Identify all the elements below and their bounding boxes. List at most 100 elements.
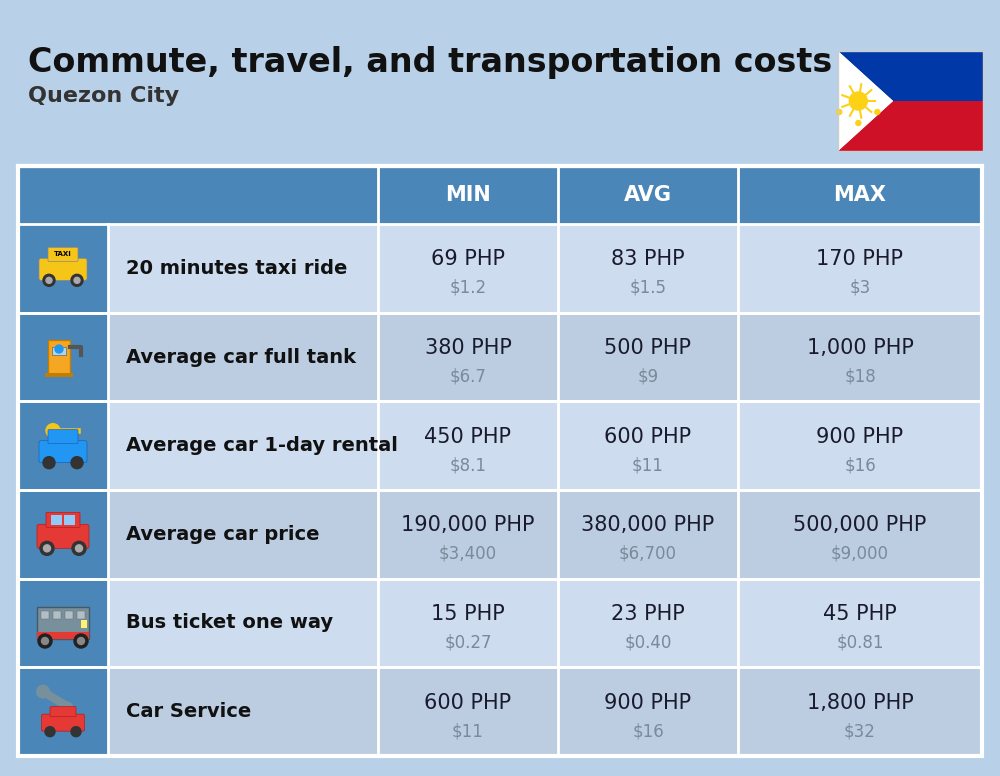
Circle shape (71, 456, 83, 469)
FancyBboxPatch shape (39, 258, 87, 280)
Text: 500 PHP: 500 PHP (604, 338, 692, 359)
Bar (48, 340, 70, 375)
Bar (18, 166, 982, 756)
Bar (838, 51, 983, 151)
Text: 450 PHP: 450 PHP (424, 427, 512, 447)
Bar (18, 579, 982, 667)
Circle shape (40, 542, 54, 556)
Text: $9,000: $9,000 (831, 545, 889, 563)
Text: $6,700: $6,700 (619, 545, 677, 563)
Text: $8.1: $8.1 (450, 456, 486, 474)
Circle shape (46, 424, 60, 438)
Text: Commute, travel, and transportation costs: Commute, travel, and transportation cost… (28, 46, 832, 79)
Bar (18, 313, 108, 401)
Text: Car Service: Car Service (126, 702, 251, 721)
Text: Quezon City: Quezon City (28, 86, 179, 106)
FancyBboxPatch shape (48, 248, 78, 262)
Bar (37, 632, 89, 639)
Text: $0.81: $0.81 (836, 633, 884, 652)
Bar (65, 611, 73, 619)
Text: $32: $32 (844, 722, 876, 740)
Text: 23 PHP: 23 PHP (611, 605, 685, 624)
Bar (18, 667, 982, 756)
Text: AVG: AVG (624, 185, 672, 205)
Circle shape (71, 726, 81, 736)
Circle shape (72, 542, 86, 556)
Text: Average car full tank: Average car full tank (126, 348, 356, 366)
Text: 170 PHP: 170 PHP (816, 249, 904, 269)
Circle shape (856, 120, 861, 126)
Circle shape (875, 109, 880, 115)
Text: MAX: MAX (834, 185, 887, 205)
Text: 500,000 PHP: 500,000 PHP (793, 515, 927, 535)
Bar (51, 515, 62, 525)
Bar (41, 611, 49, 619)
Polygon shape (838, 101, 983, 151)
Bar (838, 51, 983, 151)
Bar (45, 373, 73, 377)
Text: $18: $18 (844, 368, 876, 386)
Bar (18, 667, 108, 756)
Circle shape (74, 634, 88, 648)
Text: $16: $16 (844, 456, 876, 474)
Text: $16: $16 (632, 722, 664, 740)
Text: $9: $9 (637, 368, 659, 386)
Text: TAXI: TAXI (54, 251, 72, 258)
Text: $3,400: $3,400 (439, 545, 497, 563)
Bar (53, 611, 61, 619)
Text: 1,000 PHP: 1,000 PHP (807, 338, 913, 359)
Text: 380,000 PHP: 380,000 PHP (581, 515, 715, 535)
Circle shape (46, 277, 52, 283)
Polygon shape (838, 51, 893, 151)
Text: $1.5: $1.5 (630, 279, 666, 297)
Text: 380 PHP: 380 PHP (425, 338, 511, 359)
Text: 900 PHP: 900 PHP (816, 427, 904, 447)
Text: 69 PHP: 69 PHP (431, 249, 505, 269)
Bar (18, 490, 108, 579)
Bar (52, 347, 66, 355)
Text: 45 PHP: 45 PHP (823, 605, 897, 624)
Text: 600 PHP: 600 PHP (604, 427, 692, 447)
Text: $1.2: $1.2 (449, 279, 487, 297)
Text: MIN: MIN (445, 185, 491, 205)
Bar (18, 401, 108, 490)
FancyBboxPatch shape (50, 707, 76, 717)
Circle shape (38, 634, 52, 648)
Bar (64, 515, 75, 525)
Text: $6.7: $6.7 (450, 368, 486, 386)
Circle shape (837, 109, 842, 115)
Circle shape (42, 638, 48, 645)
Text: $3: $3 (849, 279, 871, 297)
Circle shape (849, 92, 867, 110)
Circle shape (44, 545, 50, 552)
Text: Average car 1-day rental: Average car 1-day rental (126, 436, 398, 456)
FancyBboxPatch shape (46, 512, 80, 528)
Bar (18, 401, 982, 490)
Bar (81, 620, 87, 628)
Bar (18, 224, 982, 313)
Text: Bus ticket one way: Bus ticket one way (126, 614, 333, 632)
Circle shape (45, 726, 55, 736)
Text: 600 PHP: 600 PHP (424, 693, 512, 713)
Circle shape (36, 684, 50, 698)
Bar (18, 224, 108, 313)
Text: $0.40: $0.40 (624, 633, 672, 652)
Bar (37, 607, 89, 639)
Text: 900 PHP: 900 PHP (604, 693, 692, 713)
Bar (77, 611, 85, 619)
Circle shape (43, 275, 55, 286)
Circle shape (63, 702, 73, 712)
Text: 1,800 PHP: 1,800 PHP (807, 693, 913, 713)
Bar (18, 490, 982, 579)
Text: $11: $11 (632, 456, 664, 474)
Circle shape (74, 277, 80, 283)
FancyBboxPatch shape (42, 714, 84, 731)
Circle shape (78, 638, 84, 645)
FancyBboxPatch shape (48, 430, 78, 444)
Text: 190,000 PHP: 190,000 PHP (401, 515, 535, 535)
Circle shape (55, 345, 63, 353)
FancyBboxPatch shape (39, 441, 87, 462)
Polygon shape (838, 51, 983, 101)
Text: $11: $11 (452, 722, 484, 740)
Circle shape (43, 456, 55, 469)
